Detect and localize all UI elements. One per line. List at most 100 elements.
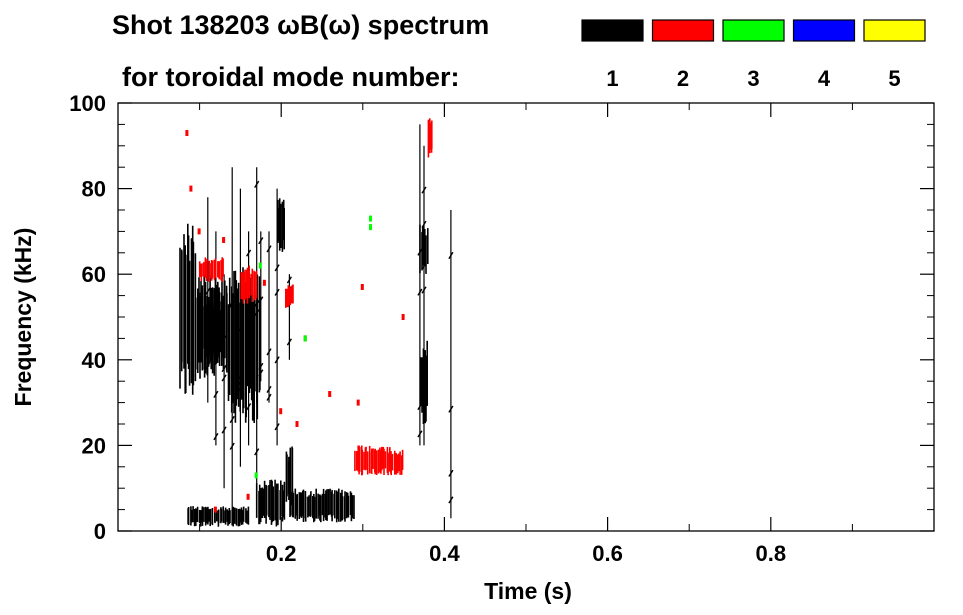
legend: 1 2 3 4 5 [581, 19, 926, 91]
mode-2-point [279, 408, 283, 415]
mode-1-streak-fleck [229, 442, 235, 450]
mode-1-streak-fleck [205, 315, 211, 323]
mode-1-streak-fleck [274, 423, 280, 431]
legend-swatch-mode-5 [863, 19, 926, 42]
mode-1-streak-fleck [417, 288, 423, 296]
mode-1-streak-fleck [266, 348, 272, 356]
mode-1-streak-fleck [448, 496, 454, 504]
mode-2-point [189, 185, 193, 192]
y-axis-label: Frequency (kHz) [10, 228, 36, 407]
mode-1-streak-fleck [421, 220, 427, 228]
x-axis-label: Time (s) [484, 578, 572, 604]
mode-1-streak-fleck [258, 237, 264, 245]
mode-2-point [356, 399, 360, 406]
mode-1-streak-fleck [421, 286, 427, 294]
mode-1-streak-fleck [213, 433, 219, 441]
mode-1-streak-fleck [254, 309, 260, 317]
y-tick-label: 100 [69, 91, 106, 116]
chart-title-line2: for toroidal mode number: [122, 62, 460, 92]
legend-swatch-mode-3 [722, 19, 785, 42]
mode-1-streak-fleck [213, 390, 219, 398]
mode-2-point [213, 506, 217, 513]
mode-1-streak-fleck [417, 403, 423, 411]
legend-label-mode-2: 2 [677, 66, 689, 91]
x-tick-label: 0.6 [592, 541, 623, 566]
mode-1-streak-fleck [421, 186, 427, 194]
legend-label-mode-3: 3 [747, 66, 759, 91]
mode-2-point [328, 391, 332, 397]
mode-1-streak-fleck [254, 180, 260, 188]
mode-1-streak-fleck [421, 262, 427, 270]
mode-1-streak-fleck [274, 288, 280, 296]
mode-3-point [369, 224, 372, 231]
y-tick-label: 0 [94, 519, 106, 544]
y-tick-label: 20 [82, 433, 106, 458]
mode-1-streak-fleck [417, 430, 423, 438]
mode-1-streak-fleck [213, 286, 219, 294]
mode-2-point [401, 314, 405, 320]
mode-1-streak-fleck [286, 338, 292, 346]
y-tick-label: 60 [82, 262, 106, 287]
mode-1-streak-fleck [221, 364, 227, 373]
mode-1-streak-fleck [417, 248, 423, 256]
mode-1-streak-fleck [258, 296, 264, 304]
mode-1-streak-fleck [205, 314, 211, 322]
mode-1-streak-fleck [205, 362, 211, 370]
legend-label-mode-4: 4 [818, 66, 831, 91]
mode-1-streak-fleck [237, 377, 243, 386]
data-marks [179, 118, 454, 527]
mode-1-streak-fleck [266, 245, 272, 253]
x-tick-label: 0.2 [266, 541, 297, 566]
mode-1-streak-fleck [237, 324, 243, 332]
mode-3-point [254, 472, 258, 479]
mode-1-streak-fleck [254, 448, 260, 456]
legend-label-mode-1: 1 [606, 66, 618, 91]
mode-2-point [262, 279, 266, 286]
mode-2-point [246, 493, 250, 500]
mode-1-streak-fleck [254, 300, 260, 308]
mode-2-point [185, 130, 189, 136]
mode-1-streak-fleck [229, 298, 235, 307]
mode-1-streak-fleck [221, 374, 227, 382]
series-mode-1 [179, 124, 454, 527]
mode-2-point [295, 421, 299, 427]
x-tick-label: 0.8 [756, 541, 787, 566]
mode-1-streak-fleck [448, 469, 454, 477]
mode-2-point [222, 237, 226, 243]
mode-1-streak-fleck [286, 276, 292, 284]
legend-label-mode-5: 5 [888, 66, 900, 91]
mode-1-streak-fleck [274, 356, 280, 364]
legend-swatch-mode-1 [581, 19, 644, 42]
mode-1-streak-fleck [229, 415, 235, 424]
y-tick-label: 40 [82, 348, 106, 373]
mode-1-streak-fleck [266, 393, 272, 401]
mode-1-streak-fleck [246, 249, 252, 257]
mode-1-streak-fleck [448, 251, 454, 260]
x-tick-label: 0.4 [429, 541, 460, 566]
mode-1-streak-fleck [246, 312, 252, 320]
axis-ticks: 0.2 0.4 0.6 0.8 0 20 40 60 80 100 [69, 91, 935, 566]
y-tick-label: 80 [82, 177, 106, 202]
mode-3-point [303, 335, 307, 342]
mode-1-streak-fleck [258, 369, 264, 377]
mode-1-streak-fleck [221, 335, 227, 343]
mode-1-streak-fleck [213, 335, 219, 343]
chart-title-line1: Shot 138203 ωB(ω) spectrum [112, 10, 489, 40]
series-mode-3 [254, 215, 372, 479]
mode-1-streak-fleck [205, 287, 211, 296]
mode-1-streak-fleck [237, 384, 243, 392]
legend-swatch-mode-4 [792, 19, 856, 42]
mode-1-streak-fleck [237, 372, 243, 380]
mode-1-streak-fleck [448, 405, 454, 413]
mode-2-point [360, 284, 364, 290]
mode-1-streak-fleck [258, 362, 264, 371]
mode-3-point [369, 215, 372, 222]
mode-1-streak-fleck [246, 310, 252, 318]
mode-1-streak-fleck [221, 426, 227, 434]
legend-swatch-mode-2 [651, 19, 715, 42]
mode-1-streak-fleck [246, 403, 252, 411]
mode-3-point [258, 262, 262, 269]
mode-2-point [197, 228, 201, 235]
mode-1-streak-fleck [266, 385, 272, 393]
